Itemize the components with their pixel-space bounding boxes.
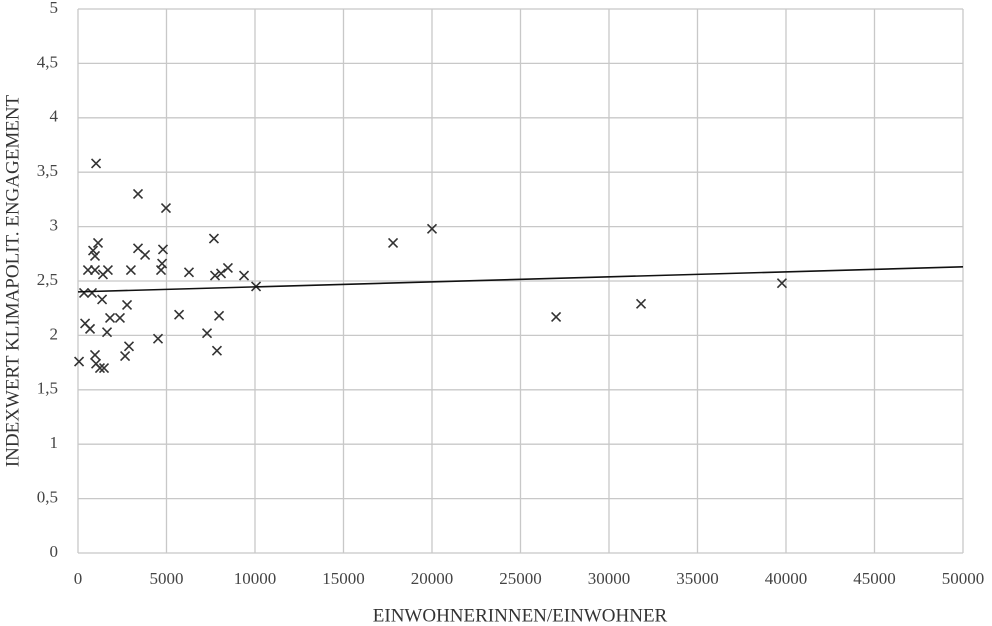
x-tick-label: 40000 (765, 569, 808, 588)
y-tick-label: 2,5 (37, 270, 58, 289)
y-tick-label: 4,5 (37, 52, 58, 71)
point (123, 341, 135, 352)
point (215, 268, 227, 279)
x-tick-label: 15000 (322, 569, 365, 588)
point (120, 351, 131, 362)
point (84, 323, 96, 334)
point (183, 267, 195, 278)
y-tick-label: 3,5 (37, 161, 58, 180)
point (209, 270, 221, 281)
point (160, 203, 172, 214)
y-tick-label: 2 (50, 324, 59, 343)
point (157, 244, 169, 255)
y-tick-label: 1 (50, 433, 59, 452)
point (78, 287, 90, 299)
point (222, 262, 233, 274)
trend-line (77, 266, 964, 293)
x-tick-label: 5000 (150, 569, 184, 588)
y-tick-label: 5 (50, 0, 59, 17)
point (94, 362, 106, 374)
point (86, 287, 98, 299)
point (551, 311, 562, 322)
x-tick-label: 50000 (942, 569, 985, 588)
point (157, 258, 168, 269)
x-tick-label: 45000 (853, 569, 896, 588)
point (201, 328, 213, 339)
y-tick-label: 4 (50, 107, 59, 126)
point (140, 249, 151, 260)
point (387, 237, 399, 248)
point (152, 333, 164, 344)
point (89, 265, 101, 276)
point (104, 312, 116, 324)
y-tick-label: 1,5 (37, 379, 58, 398)
y-tick-label: 0,5 (37, 488, 58, 507)
point (89, 250, 101, 262)
point (89, 349, 101, 361)
point (97, 294, 108, 305)
point (101, 327, 113, 338)
point (125, 265, 136, 276)
x-tick-label: 25000 (499, 569, 542, 588)
x-tick-label: 30000 (588, 569, 631, 588)
point (426, 223, 438, 234)
point (87, 245, 99, 256)
y-tick-label: 3 (50, 216, 59, 235)
y-axis-title: INDEXWERT KLIMAPOLIT. ENGAGEMENT (2, 94, 23, 467)
point (92, 237, 104, 248)
point (98, 362, 110, 374)
point (208, 233, 220, 244)
point (102, 265, 113, 276)
point (132, 188, 144, 200)
x-tick-label: 10000 (234, 569, 277, 588)
y-tick-label: 0 (50, 542, 59, 561)
x-tick-label: 20000 (411, 569, 454, 588)
point (238, 270, 250, 281)
point (211, 345, 223, 356)
point (174, 309, 185, 320)
x-tick-label: 35000 (676, 569, 719, 588)
point (776, 278, 787, 289)
point (114, 312, 126, 324)
point (90, 158, 102, 169)
point (73, 356, 85, 367)
point (635, 298, 647, 309)
x-tick-label: 0 (74, 569, 83, 588)
x-axis-title: EINWOHNERINNEN/EINWOHNER (373, 605, 668, 626)
point (214, 310, 225, 321)
point (121, 299, 133, 311)
